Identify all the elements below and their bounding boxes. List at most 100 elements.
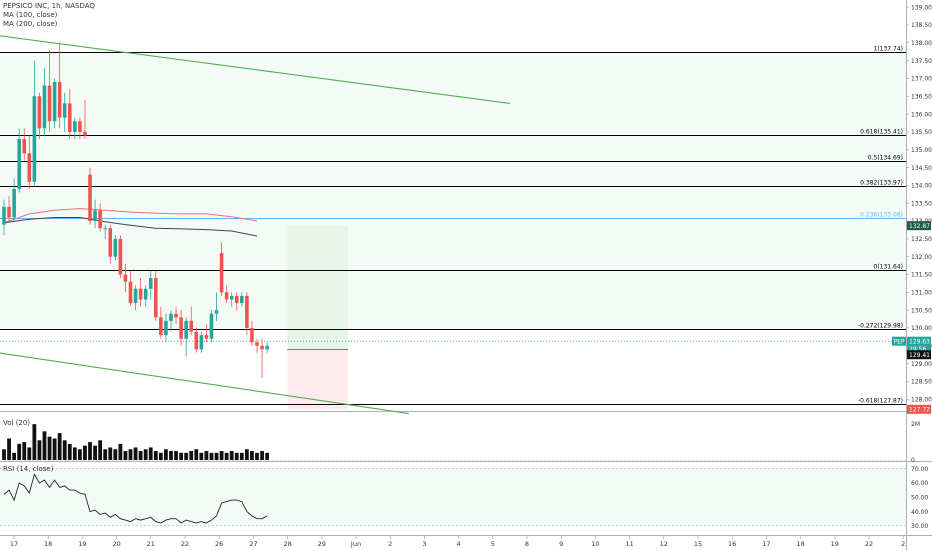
volume-bar: [22, 442, 27, 460]
candle-body: [199, 335, 204, 350]
candle-body: [143, 288, 148, 300]
rsi-band: [0, 468, 906, 526]
volume-bar: [179, 452, 183, 460]
volume-legend[interactable]: Vol (20): [3, 419, 31, 427]
price-tick-label: 138.50: [911, 22, 932, 29]
rsi-tick-label: 30.00: [911, 523, 928, 530]
candle-body: [164, 320, 168, 336]
time-tick-label: 9: [559, 540, 563, 548]
volume-bar: [93, 445, 97, 460]
volume-bar: [214, 452, 219, 460]
volume-bar: [128, 449, 133, 460]
price-tick-label: 137.00: [911, 76, 932, 83]
price-tick-label: 135.50: [911, 129, 932, 136]
volume-bar: [17, 443, 22, 460]
stop-zone: [287, 349, 349, 410]
time-tick-label: 12: [660, 540, 668, 548]
fib-label: 1(137.74): [874, 46, 904, 53]
price-tick-label: 130.50: [911, 307, 932, 314]
price-tick-label: 132.50: [911, 236, 932, 243]
fib-label: 0.382(133.97): [860, 180, 903, 187]
candle-body: [27, 153, 32, 182]
time-tick-label: 15: [694, 540, 702, 548]
candle-body: [78, 121, 82, 132]
volume-bar: [260, 451, 264, 460]
fib-label: 0.5(134.69): [868, 155, 903, 162]
volume-bar: [67, 443, 72, 460]
volume-bar: [88, 442, 92, 460]
candle-body: [184, 320, 188, 339]
volume-bar: [32, 424, 37, 460]
price-axis-label-bg: [907, 350, 931, 360]
candle-body: [98, 210, 102, 229]
candle-body: [62, 103, 67, 118]
volume-bar: [250, 451, 254, 460]
candle-body: [47, 85, 52, 122]
volume-bar: [62, 440, 67, 460]
volume-bar: [2, 449, 6, 460]
volume-bar: [184, 452, 189, 460]
volume-bar: [265, 452, 270, 460]
rsi-tick-label: 70.00: [911, 466, 928, 473]
volume-bar: [108, 447, 113, 460]
volume-bar: [229, 451, 234, 460]
candle-body: [83, 131, 87, 136]
volume-bar: [57, 433, 62, 460]
ma100-legend[interactable]: MA (100, close): [3, 11, 58, 19]
ma200-legend[interactable]: MA (200, close): [3, 20, 58, 28]
candle-body: [88, 174, 92, 222]
volume-bar: [255, 452, 259, 460]
volume-bar: [133, 447, 138, 460]
fib-label: -0.618(127.87): [858, 398, 903, 405]
price-axis-label: 29:56: [909, 346, 926, 353]
candle-body: [32, 96, 37, 182]
time-tick-label: 2: [901, 540, 905, 548]
candle-body: [37, 96, 42, 129]
rsi-legend[interactable]: RSI (14, close): [3, 465, 54, 473]
candle-body: [148, 278, 153, 289]
candle-body: [194, 331, 199, 350]
volume-bar: [98, 440, 103, 460]
price-axis-label-bg: [907, 404, 931, 414]
volume-bar: [244, 449, 249, 460]
time-tick-label: 19: [78, 540, 86, 548]
volume-tick-label: 0: [911, 457, 915, 464]
volume-bar: [164, 449, 168, 460]
price-axis-label: 132.87: [909, 223, 930, 230]
price-tick-label: 134.00: [911, 183, 932, 190]
symbol-tag-bg: [892, 336, 906, 346]
price-axis-label: 129.63: [909, 338, 930, 345]
volume-bar: [169, 451, 173, 460]
rsi-line: [3, 473, 268, 524]
candle-body: [234, 295, 239, 304]
time-tick-label: 26: [215, 540, 223, 548]
candle-body: [103, 228, 107, 230]
fib-label: -0.272(129.98): [858, 323, 903, 330]
price-tick-label: 133.50: [911, 200, 932, 207]
symbol-title: PEPSICO INC, 1h, NASDAQ: [3, 2, 95, 10]
time-tick-label: 11: [625, 540, 633, 548]
candle-body: [7, 206, 11, 218]
fib-label: 0.618(135.41): [860, 129, 903, 136]
candle-body: [174, 313, 178, 318]
candle-body: [219, 253, 224, 293]
price-tick-label: 139.00: [911, 4, 932, 11]
time-tick-label: 17: [10, 540, 18, 548]
target-zone: [287, 225, 349, 350]
time-tick-label: 19: [831, 540, 839, 548]
volume-bar: [224, 452, 229, 460]
price-tick-label: 128.50: [911, 379, 932, 386]
candle-body: [214, 310, 219, 314]
time-tick-label: 20: [112, 540, 120, 548]
price-tick-label: 138.00: [911, 40, 932, 47]
price-axis-label-bg: [907, 344, 931, 354]
ma200-line: [3, 217, 258, 237]
volume-bar: [153, 451, 158, 460]
candle-body: [57, 82, 62, 118]
time-tick-label: 16: [728, 540, 736, 548]
candle-body: [209, 313, 214, 339]
price-axis-label: 129.41: [909, 352, 930, 359]
price-tick-label: 132.00: [911, 254, 932, 261]
price-tick-label: 130.00: [911, 325, 932, 332]
